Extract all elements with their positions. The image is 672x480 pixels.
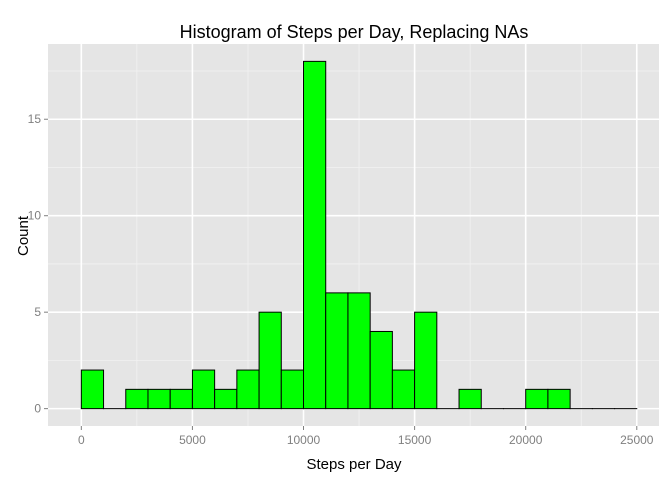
- histogram-bar: [547, 388, 571, 410]
- histogram-bar: [236, 369, 260, 410]
- histogram-bar: [325, 292, 349, 410]
- x-tick-label: 0: [78, 433, 85, 447]
- histogram-bar: [303, 60, 327, 410]
- histogram-bar: [391, 369, 416, 410]
- histogram-bar: [214, 388, 238, 410]
- y-tick-label: 15: [28, 112, 42, 126]
- histogram-bar: [280, 369, 305, 410]
- bars: [80, 60, 638, 410]
- histogram-bar: [125, 388, 149, 410]
- histogram-bar: [169, 388, 193, 410]
- x-tick-label: 5000: [179, 433, 206, 447]
- y-tick-label: 5: [34, 305, 41, 319]
- histogram-bar: [147, 388, 171, 410]
- x-axis-title: Steps per Day: [306, 456, 402, 473]
- chart-title: Histogram of Steps per Day, Replacing NA…: [180, 22, 529, 42]
- x-tick-label: 25000: [620, 433, 654, 447]
- x-tick-label: 20000: [509, 433, 543, 447]
- x-tick-labels: 0 5000 10000 15000 20000 25000: [78, 433, 654, 447]
- histogram-bar: [369, 330, 393, 410]
- x-tick-label: 15000: [398, 433, 432, 447]
- histogram-bar: [414, 311, 438, 410]
- histogram-bar: [191, 369, 216, 410]
- y-axis-title: Count: [15, 215, 32, 256]
- x-tick-marks: [80, 426, 638, 430]
- y-tick-label: 0: [34, 402, 41, 416]
- histogram-bar: [80, 369, 105, 410]
- histogram-bar: [347, 292, 371, 410]
- y-tick-labels: 0 5 10 15: [28, 112, 42, 415]
- histogram-bar: [258, 311, 282, 410]
- histogram-bar: [458, 388, 482, 410]
- histogram-bar: [525, 388, 549, 410]
- y-tick-label: 10: [28, 209, 42, 223]
- x-tick-label: 10000: [287, 433, 321, 447]
- y-tick-marks: [44, 118, 48, 410]
